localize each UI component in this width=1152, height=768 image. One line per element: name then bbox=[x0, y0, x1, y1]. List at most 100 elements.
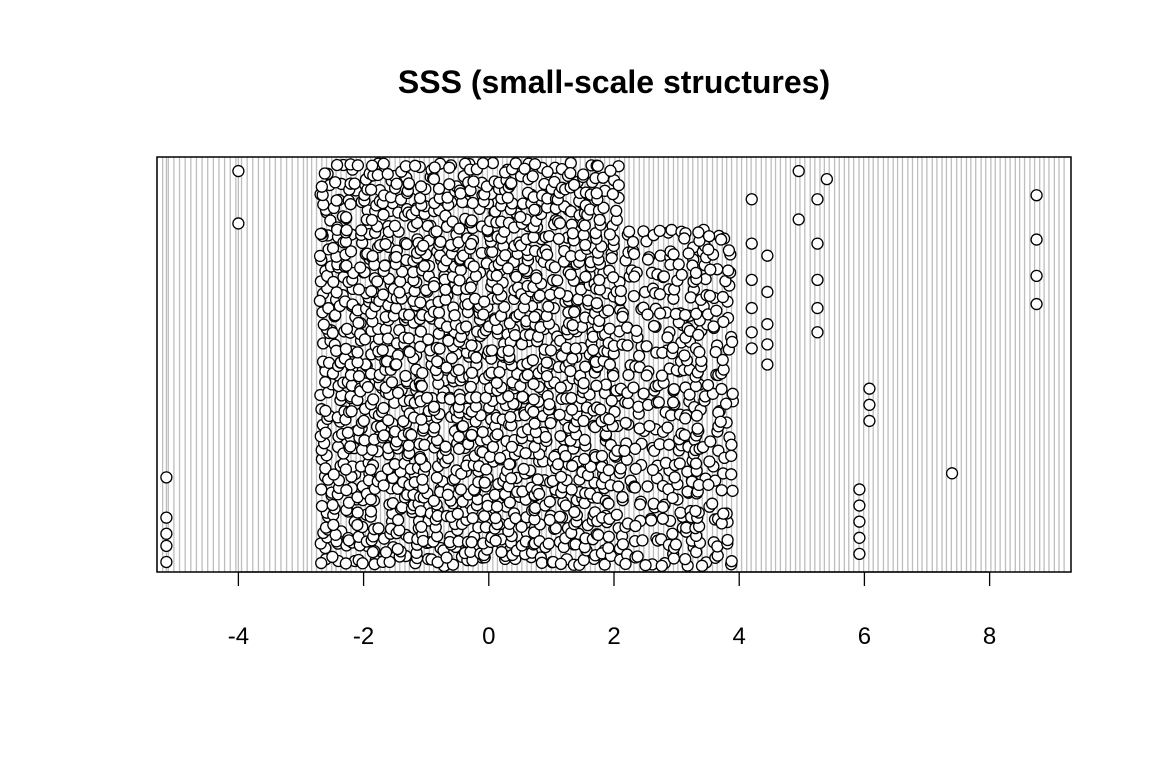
data-point bbox=[647, 319, 661, 333]
data-point bbox=[578, 452, 591, 466]
data-point bbox=[519, 447, 532, 460]
data-point bbox=[629, 519, 642, 533]
data-point bbox=[666, 396, 680, 409]
data-point bbox=[501, 262, 515, 275]
data-point bbox=[673, 457, 686, 470]
data-point bbox=[725, 555, 738, 568]
data-point bbox=[706, 497, 719, 510]
data-point bbox=[464, 281, 477, 294]
data-point bbox=[639, 559, 652, 572]
data-point bbox=[460, 320, 473, 333]
data-point bbox=[682, 247, 695, 260]
data-point bbox=[543, 495, 556, 508]
data-point bbox=[454, 483, 468, 496]
data-point bbox=[540, 369, 554, 383]
data-point bbox=[531, 473, 544, 486]
data-point bbox=[491, 428, 504, 441]
data-point bbox=[529, 501, 542, 515]
data-point bbox=[811, 273, 824, 287]
data-point bbox=[478, 476, 491, 489]
data-point bbox=[578, 433, 591, 447]
data-point bbox=[364, 183, 378, 196]
data-point bbox=[403, 345, 416, 359]
data-point bbox=[378, 259, 391, 272]
data-point bbox=[405, 428, 418, 442]
data-point bbox=[427, 280, 441, 293]
data-point bbox=[565, 483, 578, 496]
data-point bbox=[655, 369, 669, 382]
data-point bbox=[606, 187, 620, 201]
data-point bbox=[690, 307, 703, 320]
data-point bbox=[605, 251, 618, 265]
data-point bbox=[377, 429, 391, 442]
data-point bbox=[811, 326, 824, 339]
data-point bbox=[532, 487, 546, 501]
data-point bbox=[393, 286, 406, 299]
data-point bbox=[490, 500, 504, 513]
data-point bbox=[627, 381, 640, 394]
data-point bbox=[439, 283, 452, 296]
data-point bbox=[441, 191, 454, 204]
data-point bbox=[443, 161, 456, 174]
data-point bbox=[326, 550, 339, 564]
data-point bbox=[554, 381, 567, 394]
data-point bbox=[377, 479, 390, 492]
data-point bbox=[509, 157, 522, 170]
data-point bbox=[569, 342, 582, 355]
data-point bbox=[716, 353, 729, 367]
data-point bbox=[637, 225, 650, 238]
data-point bbox=[656, 512, 669, 525]
data-point bbox=[452, 363, 465, 377]
data-point bbox=[619, 416, 632, 430]
data-point bbox=[622, 225, 636, 238]
data-point bbox=[448, 309, 461, 322]
data-point bbox=[559, 449, 572, 463]
data-point bbox=[339, 463, 353, 476]
data-point bbox=[465, 366, 479, 379]
data-point bbox=[721, 264, 735, 277]
data-point bbox=[621, 396, 635, 410]
data-point bbox=[418, 438, 431, 452]
data-point bbox=[597, 201, 610, 214]
data-point bbox=[330, 286, 343, 299]
data-point bbox=[607, 271, 620, 284]
data-point bbox=[365, 213, 379, 227]
data-point bbox=[591, 159, 604, 173]
data-point bbox=[645, 514, 658, 527]
data-point bbox=[535, 556, 549, 569]
data-point bbox=[476, 425, 489, 439]
data-point bbox=[427, 400, 441, 413]
data-point bbox=[633, 498, 647, 511]
data-point bbox=[399, 369, 412, 383]
data-point bbox=[619, 557, 632, 571]
data-point bbox=[516, 390, 529, 403]
x-tick-label: 2 bbox=[607, 623, 620, 650]
data-point bbox=[465, 536, 478, 549]
data-point bbox=[667, 248, 680, 261]
data-point bbox=[431, 355, 444, 368]
data-point bbox=[612, 179, 625, 192]
data-point bbox=[402, 177, 416, 190]
data-point bbox=[528, 203, 541, 216]
data-point bbox=[428, 161, 441, 174]
data-point bbox=[505, 176, 518, 190]
data-point bbox=[160, 511, 173, 524]
data-point bbox=[504, 410, 517, 424]
data-point bbox=[315, 180, 328, 193]
data-point bbox=[721, 533, 734, 547]
data-point bbox=[453, 274, 466, 287]
data-point bbox=[640, 369, 653, 382]
data-point bbox=[376, 288, 390, 301]
data-point bbox=[420, 391, 434, 404]
data-point bbox=[618, 444, 631, 457]
data-point bbox=[515, 520, 528, 533]
data-point bbox=[319, 404, 332, 417]
data-point bbox=[442, 334, 455, 347]
data-point bbox=[679, 552, 692, 566]
data-point bbox=[667, 383, 681, 396]
data-point bbox=[567, 178, 581, 192]
data-point bbox=[820, 172, 833, 186]
data-point bbox=[467, 260, 480, 273]
data-point bbox=[725, 438, 738, 451]
data-point bbox=[602, 541, 615, 555]
